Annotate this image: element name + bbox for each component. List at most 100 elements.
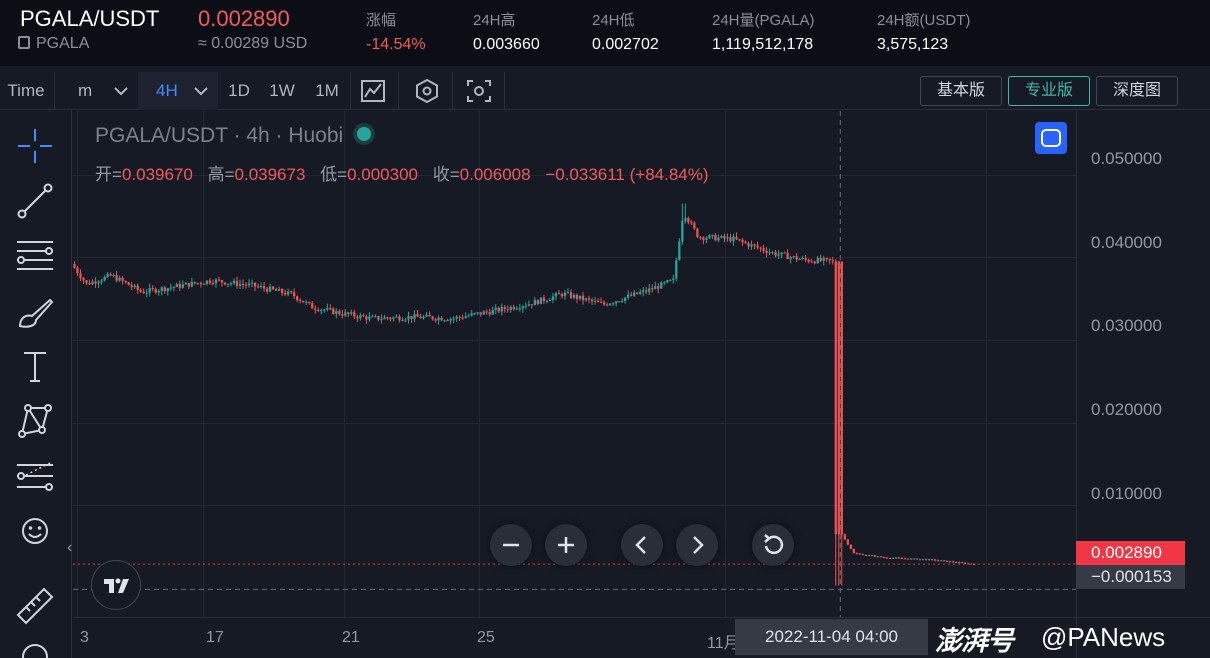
candle-body [491, 309, 494, 315]
indicators-icon[interactable] [414, 79, 440, 103]
drawing-toolbar [0, 111, 72, 658]
candle-body [139, 289, 142, 292]
pattern-icon[interactable] [14, 400, 56, 442]
candle-body [518, 308, 521, 310]
candle-body [428, 314, 431, 317]
candle-body [163, 287, 166, 292]
candle-body [915, 558, 919, 560]
scroll-left-button[interactable] [621, 524, 663, 566]
candle-body [425, 314, 428, 317]
candle-body [524, 305, 527, 307]
candle-body [882, 557, 886, 559]
interval-1w[interactable]: 1W [269, 81, 295, 100]
collapse-arrow-icon[interactable]: ‹ [67, 539, 73, 556]
ruler-icon[interactable] [14, 585, 56, 627]
candle-body [936, 560, 940, 562]
candle-body [566, 292, 570, 294]
fib-lines-icon[interactable] [14, 235, 56, 277]
candle-body [762, 248, 765, 251]
view-pro-button[interactable]: 专业版 [1008, 76, 1090, 106]
candle-body [94, 281, 97, 284]
candle-body [148, 288, 151, 293]
zoom-in-button[interactable] [545, 524, 587, 566]
candle-body [259, 286, 263, 288]
screenshot-icon[interactable] [466, 79, 492, 103]
low-value: 0.000300 [347, 165, 418, 184]
chart-toolbar: Time m 4H 1D 1W 1M 基本版 专业版 深度图 [0, 72, 1210, 110]
scroll-right-button[interactable] [676, 524, 718, 566]
candle-body [515, 308, 518, 310]
prediction-icon[interactable] [14, 455, 56, 497]
candle-body [244, 284, 248, 286]
brush-icon[interactable] [14, 290, 56, 332]
chart-area[interactable]: PGALA/USDT · 4h · Huobi 开=0.039670 高=0.0… [67, 111, 1210, 658]
candle-body [208, 280, 212, 284]
candle-body [392, 317, 395, 319]
fullscreen-icon [1041, 129, 1061, 147]
candle-body [804, 258, 807, 260]
stat-change: 涨幅 -14.54% [366, 9, 426, 54]
candle-body [112, 275, 115, 277]
candle-body [927, 559, 931, 561]
candle-body [645, 290, 648, 292]
candle-body [542, 297, 546, 302]
candle-body [190, 281, 193, 287]
line-chart-icon[interactable] [360, 79, 386, 103]
interval-1m[interactable]: 1M [315, 81, 339, 100]
candle-body [614, 301, 618, 304]
candle-body [473, 313, 476, 315]
candle-body [485, 311, 488, 313]
candle-body [118, 277, 121, 281]
interval-1d[interactable]: 1D [228, 81, 250, 100]
candle-body [151, 288, 154, 290]
last-price-tag: 0.002890 [1076, 541, 1185, 565]
candle-body [169, 287, 172, 289]
candle-body [587, 298, 591, 300]
divider [504, 72, 505, 110]
close-value: 0.006008 [459, 165, 531, 184]
candle-body [356, 316, 359, 319]
view-basic-button[interactable]: 基本版 [920, 76, 1002, 106]
candle-body [690, 222, 693, 224]
time-button[interactable]: Time [7, 81, 45, 100]
candle-body [202, 283, 206, 285]
candle-body [630, 294, 633, 296]
y-tick: 0.010000 [1091, 484, 1162, 503]
candle-body [548, 300, 552, 302]
candle-body [265, 288, 269, 292]
crosshair-icon[interactable] [14, 125, 56, 167]
trend-line-icon[interactable] [14, 180, 56, 222]
candle-body [813, 261, 816, 264]
candle-body [819, 257, 822, 261]
tradingview-logo[interactable] [91, 560, 141, 610]
base-asset: PGALA [18, 35, 89, 53]
candle-body [551, 296, 555, 301]
minus-icon [503, 543, 519, 547]
reset-chart-button[interactable] [752, 524, 794, 566]
text-tool-icon[interactable] [14, 345, 56, 387]
candle-body [452, 318, 455, 320]
high-value: 0.039673 [234, 165, 306, 184]
candle-body [648, 288, 651, 292]
emoji-icon[interactable] [14, 510, 56, 552]
candle-body [708, 235, 711, 239]
candle-body [909, 558, 913, 560]
zoom-icon[interactable] [14, 636, 56, 658]
candlestick-chart[interactable] [73, 111, 1210, 658]
candle-body [247, 283, 251, 286]
candle-body [410, 316, 413, 319]
fullscreen-button[interactable] [1035, 122, 1067, 154]
minute-dropdown[interactable]: m [62, 72, 132, 110]
y-tick: 0.050000 [1091, 149, 1162, 168]
interval-dropdown-4h[interactable]: 4H [138, 72, 218, 110]
candle-body [235, 280, 239, 286]
candle-body [256, 286, 260, 288]
candle-body [353, 312, 356, 317]
depth-chart-button[interactable]: 深度图 [1096, 76, 1178, 106]
candle-body [560, 293, 564, 297]
candle-body [687, 218, 690, 223]
candle-body [350, 312, 353, 315]
candle-body [172, 286, 175, 288]
candle-body [602, 302, 606, 305]
zoom-out-button[interactable] [490, 524, 532, 566]
